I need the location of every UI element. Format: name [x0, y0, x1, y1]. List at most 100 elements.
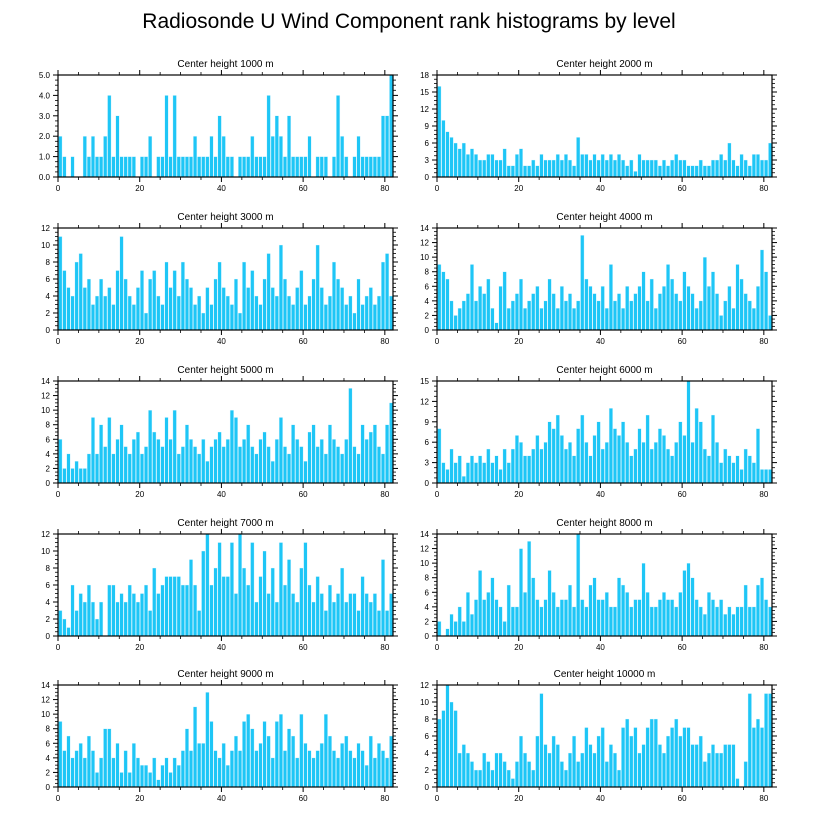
histogram-bar	[592, 154, 597, 178]
y-tick-label: 12	[420, 239, 429, 248]
histogram-bar	[543, 300, 548, 331]
histogram-bar	[445, 131, 450, 178]
histogram-bar	[176, 453, 181, 484]
histogram-bar	[135, 601, 140, 637]
histogram-bar	[711, 271, 716, 331]
histogram-bar	[278, 136, 283, 178]
histogram-bar	[115, 439, 120, 484]
y-tick-label: 2	[46, 615, 51, 624]
histogram-bar	[278, 713, 283, 788]
y-tick-label: 10	[420, 253, 429, 262]
y-tick-label: 10	[41, 241, 50, 250]
histogram-bar	[368, 431, 373, 484]
y-tick-label: 6	[425, 588, 430, 597]
histogram-bar	[633, 293, 638, 331]
x-tick-label: 20	[514, 337, 523, 346]
histogram-bar	[739, 469, 744, 484]
histogram-bar	[670, 159, 675, 178]
histogram-bar	[287, 453, 292, 484]
x-tick-label: 0	[56, 184, 61, 193]
histogram-bar	[238, 312, 243, 331]
histogram-bar	[719, 599, 724, 637]
x-tick-label: 80	[380, 337, 389, 346]
histogram-bar	[760, 469, 765, 484]
y-tick-label: 14	[420, 530, 429, 539]
histogram-bar	[209, 446, 214, 484]
x-tick-label: 0	[435, 184, 440, 193]
histogram-bar	[445, 469, 450, 484]
histogram-bar	[764, 693, 769, 788]
histogram-bar	[633, 599, 638, 637]
histogram-bar	[604, 592, 609, 637]
histogram-bar	[364, 764, 369, 788]
histogram-bar	[250, 446, 255, 484]
histogram-bar	[123, 278, 128, 331]
y-tick-label: 0.0	[39, 173, 51, 182]
histogram-bar	[502, 448, 507, 484]
histogram-bar	[103, 446, 108, 484]
histogram-bar	[332, 601, 337, 637]
histogram-bar	[352, 156, 357, 178]
histogram-bar	[547, 421, 552, 484]
histogram-bar	[465, 462, 470, 484]
y-tick-label: 12	[420, 397, 429, 406]
histogram-bar	[209, 136, 214, 178]
x-tick-label: 0	[56, 337, 61, 346]
histogram-bar	[307, 750, 312, 788]
histogram-bar	[519, 442, 523, 484]
histogram-bar	[719, 462, 724, 484]
histogram-bar	[364, 593, 369, 637]
histogram-bar	[747, 693, 752, 788]
histogram-bar	[180, 261, 185, 331]
histogram-bar	[360, 750, 365, 788]
histogram-bar	[381, 750, 386, 788]
panel-title: Center height 8000 m	[556, 518, 652, 529]
y-tick-label: 0	[425, 479, 430, 488]
histogram-bar	[307, 136, 312, 178]
histogram-bar	[645, 300, 650, 331]
histogram-bar	[189, 439, 194, 484]
histogram-bar	[168, 576, 173, 637]
histogram-bar	[453, 710, 458, 788]
histogram-bar	[115, 743, 120, 788]
histogram-bar	[70, 468, 75, 484]
histogram-bar	[344, 735, 349, 788]
histogram-bar	[731, 307, 736, 331]
histogram-bar	[661, 592, 666, 637]
histogram-bar	[519, 148, 523, 178]
y-tick-label: 10	[420, 559, 429, 568]
histogram-bar	[225, 576, 230, 637]
histogram-bar	[287, 559, 292, 637]
histogram-bar	[164, 95, 169, 178]
histogram-bar	[315, 244, 320, 331]
y-tick-label: 12	[420, 681, 429, 690]
histogram-bar	[315, 156, 320, 178]
histogram-bar	[498, 469, 503, 484]
y-tick-label: 9	[425, 418, 430, 427]
histogram-bar	[78, 593, 83, 637]
histogram-bar	[551, 735, 556, 788]
x-tick-label: 20	[135, 643, 144, 652]
histogram-bar	[743, 293, 748, 331]
histogram-bar	[189, 559, 194, 637]
histogram-bar	[180, 446, 185, 484]
histogram-bar	[311, 601, 316, 637]
histogram-bar	[694, 408, 699, 484]
histogram-bar	[242, 156, 247, 178]
histogram-bar	[551, 428, 556, 484]
histogram-bar	[180, 750, 185, 788]
histogram-bar	[568, 442, 573, 484]
histogram-bar	[641, 562, 646, 637]
histogram-bar	[135, 431, 140, 484]
histogram-bar	[74, 610, 79, 637]
histogram-bar	[731, 744, 736, 788]
histogram-bar	[140, 593, 144, 637]
histogram-bar	[119, 593, 124, 637]
histogram-bar	[764, 159, 769, 178]
histogram-bar	[303, 743, 308, 788]
histogram-bar	[160, 584, 165, 637]
y-tick-label: 12	[41, 696, 50, 705]
histogram-bar	[336, 278, 341, 331]
histogram-bar	[217, 261, 222, 331]
histogram-bar	[563, 599, 568, 637]
